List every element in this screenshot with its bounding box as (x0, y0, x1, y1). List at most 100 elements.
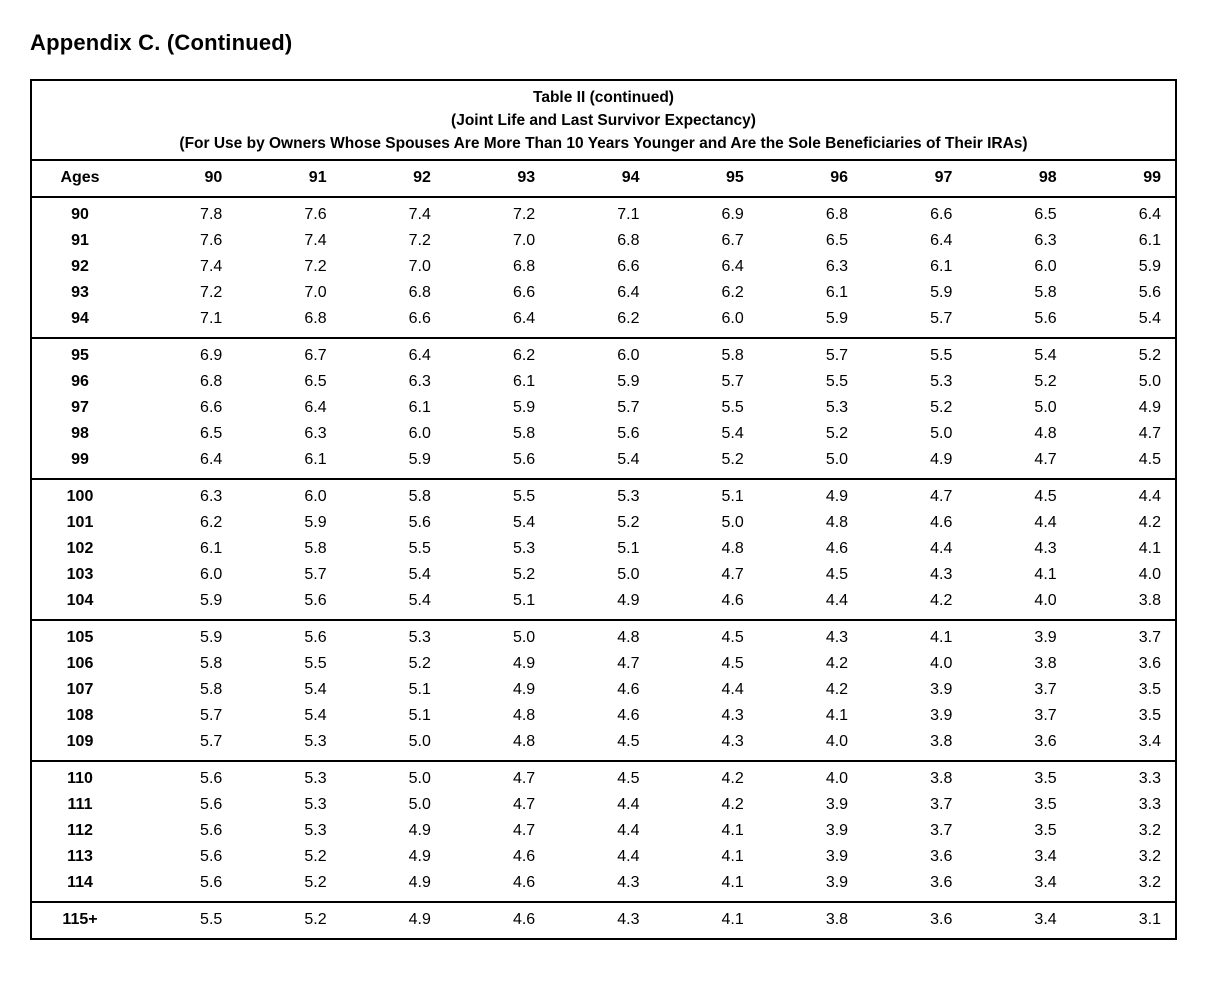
expectancy-cell: 4.3 (721, 733, 744, 750)
expectancy-cell: 3.9 (825, 822, 849, 839)
expectancy-cell: 5.6 (1138, 284, 1161, 301)
expectancy-cell: 6.6 (408, 310, 431, 327)
expectancy-cell: 5.0 (408, 770, 431, 787)
expectancy-cell: 3.5 (1034, 822, 1057, 839)
expectancy-cell: 5.9 (930, 284, 953, 301)
expectancy-cell: 3.5 (1034, 770, 1057, 787)
expectancy-cell: 3.5 (1034, 796, 1057, 813)
expectancy-cell: 3.9 (930, 707, 953, 724)
expectancy-cell: 7.0 (304, 284, 327, 301)
expectancy-cell: 4.1 (721, 911, 744, 928)
row-age-label: 110 (67, 770, 93, 787)
expectancy-cell: 6.5 (304, 373, 327, 390)
expectancy-cell: 4.8 (512, 733, 536, 750)
expectancy-cell: 3.7 (1138, 629, 1161, 646)
expectancy-cell: 5.9 (200, 592, 223, 609)
expectancy-cell: 5.4 (721, 425, 744, 442)
expectancy-cell: 4.7 (512, 770, 536, 787)
expectancy-cell: 4.3 (930, 566, 953, 583)
expectancy-cell: 5.4 (1138, 310, 1161, 327)
table-row-age-104: 104 5.9 5.6 5.4 5.1 4.9 4.6 4.4 4.2 4.0 3.8 (32, 588, 1175, 620)
table-row-age-102: 102 6.1 5.8 5.5 5.3 5.1 4.8 4.6 4.4 4.3 4.1 (32, 536, 1175, 562)
expectancy-cell: 5.6 (200, 770, 223, 787)
col-header-age-92: 92 (413, 169, 431, 186)
expectancy-cell: 5.8 (721, 347, 744, 364)
row-age-label: 103 (66, 566, 94, 583)
table-caption-line-1: Table II (continued) (533, 89, 674, 106)
expectancy-cell: 5.0 (617, 566, 640, 583)
expectancy-cell: 5.6 (408, 514, 431, 531)
expectancy-cell: 4.1 (721, 822, 744, 839)
expectancy-cell: 6.0 (617, 347, 640, 364)
expectancy-cell: 5.2 (721, 451, 744, 468)
expectancy-cell: 3.4 (1034, 848, 1057, 865)
expectancy-cell: 4.2 (825, 655, 849, 672)
expectancy-cell: 4.7 (930, 488, 953, 505)
expectancy-cell: 3.9 (825, 796, 849, 813)
expectancy-cell: 6.5 (1034, 206, 1057, 223)
expectancy-cell: 5.6 (304, 629, 327, 646)
expectancy-cell: 4.6 (721, 592, 744, 609)
table-row-age-99: 99 6.4 6.1 5.9 5.6 5.4 5.2 5.0 4.9 4.7 4.5 (32, 447, 1175, 479)
expectancy-cell: 6.6 (512, 284, 536, 301)
expectancy-cell: 4.3 (825, 629, 849, 646)
expectancy-cell: 5.3 (408, 629, 431, 646)
expectancy-cell: 5.6 (1034, 310, 1057, 327)
expectancy-cell: 5.3 (512, 540, 536, 557)
expectancy-cell: 5.0 (512, 629, 536, 646)
expectancy-cell: 4.3 (721, 707, 744, 724)
expectancy-cell: 7.4 (200, 258, 223, 275)
row-age-label: 106 (66, 655, 94, 672)
expectancy-cell: 4.6 (512, 911, 536, 928)
expectancy-cell: 5.2 (304, 848, 327, 865)
expectancy-cell: 5.2 (1138, 347, 1161, 364)
expectancy-cell: 3.8 (1138, 592, 1161, 609)
expectancy-table: Table II (continued) (Joint Life and Las… (30, 79, 1177, 940)
expectancy-cell: 5.0 (721, 514, 744, 531)
expectancy-cell: 4.1 (930, 629, 953, 646)
expectancy-cell: 6.1 (1138, 232, 1161, 249)
expectancy-cell: 4.7 (1138, 425, 1161, 442)
expectancy-cell: 4.5 (721, 655, 744, 672)
table-caption-line-2: (Joint Life and Last Survivor Expectancy… (451, 112, 756, 129)
expectancy-cell: 4.6 (512, 874, 536, 891)
expectancy-cell: 3.3 (1138, 796, 1161, 813)
expectancy-cell: 4.2 (1138, 514, 1161, 531)
row-age-label: 112 (67, 822, 93, 839)
expectancy-cell: 5.2 (825, 425, 849, 442)
expectancy-cell: 5.9 (408, 451, 431, 468)
table-row-age-101: 101 6.2 5.9 5.6 5.4 5.2 5.0 4.8 4.6 4.4 4.2 (32, 510, 1175, 536)
col-header-age-97: 97 (934, 169, 953, 186)
expectancy-cell: 5.9 (304, 514, 327, 531)
expectancy-cell: 5.5 (930, 347, 953, 364)
expectancy-cell: 6.3 (825, 258, 849, 275)
expectancy-cell: 5.3 (304, 770, 327, 787)
expectancy-cell: 3.8 (930, 770, 953, 787)
col-header-age-98: 98 (1038, 169, 1057, 186)
expectancy-cell: 4.5 (1138, 451, 1161, 468)
expectancy-cell: 5.0 (930, 425, 953, 442)
row-age-label: 91 (71, 232, 89, 249)
expectancy-cell: 3.5 (1138, 681, 1161, 698)
expectancy-cell: 4.7 (512, 822, 536, 839)
expectancy-cell: 4.2 (930, 592, 953, 609)
expectancy-cell: 3.4 (1034, 874, 1057, 891)
table-caption-line-3: (For Use by Owners Whose Spouses Are Mor… (179, 135, 1028, 152)
expectancy-cell: 6.4 (930, 232, 953, 249)
col-header-age-91: 91 (308, 169, 327, 186)
expectancy-cell: 3.7 (930, 796, 953, 813)
expectancy-cell: 3.4 (1138, 733, 1161, 750)
expectancy-cell: 5.1 (512, 592, 536, 609)
expectancy-cell: 3.6 (1138, 655, 1161, 672)
expectancy-cell: 5.7 (721, 373, 744, 390)
row-group-5: 115+ 5.5 5.2 4.9 4.6 4.3 4.1 3.8 3.6 3.4 3.1 (32, 902, 1175, 938)
expectancy-cell: 4.1 (721, 848, 744, 865)
row-age-label: 93 (71, 284, 89, 301)
expectancy-cell: 5.8 (1034, 284, 1057, 301)
table-row-age-93: 93 7.2 7.0 6.8 6.6 6.4 6.2 6.1 5.9 5.8 5.6 (32, 280, 1175, 306)
expectancy-cell: 6.1 (200, 540, 223, 557)
table-row-age-112: 112 5.6 5.3 4.9 4.7 4.4 4.1 3.9 3.7 3.5 3.2 (32, 818, 1175, 844)
expectancy-cell: 7.0 (408, 258, 431, 275)
row-age-label: 114 (67, 874, 93, 891)
expectancy-cell: 5.6 (200, 874, 223, 891)
